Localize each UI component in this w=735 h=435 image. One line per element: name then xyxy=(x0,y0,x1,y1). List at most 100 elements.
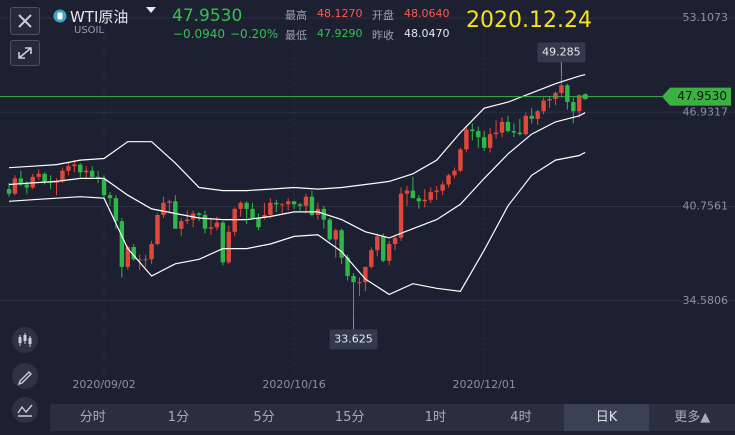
candle-body xyxy=(232,208,237,232)
last-price-label: 47.9530 xyxy=(677,89,727,103)
marker-label: 33.625 xyxy=(334,332,373,345)
y-tick-label: 34.5806 xyxy=(683,294,729,307)
candle-body xyxy=(214,222,220,228)
band-line xyxy=(8,74,586,192)
candle-body xyxy=(303,196,309,206)
candle-body xyxy=(392,237,398,244)
timeframe[interactable]: 15分 xyxy=(334,410,365,425)
band-line xyxy=(8,112,586,239)
candle-body xyxy=(119,221,125,267)
candle-body xyxy=(351,276,356,283)
timeframe[interactable]: 日K xyxy=(563,404,650,431)
candle-body xyxy=(327,219,332,240)
candle-body xyxy=(262,214,267,219)
close-button[interactable] xyxy=(10,7,40,35)
candle-body xyxy=(375,236,380,251)
candle-body xyxy=(18,178,24,185)
candle-body xyxy=(487,134,493,148)
candle-body xyxy=(440,184,445,191)
last-price-tag xyxy=(662,87,731,106)
timeframe[interactable]: 1分 xyxy=(167,410,190,425)
candle-body xyxy=(428,192,433,200)
candle-body xyxy=(6,189,12,194)
symbol-code: USOIL xyxy=(74,25,105,36)
candle-body xyxy=(36,173,41,177)
candle-body xyxy=(285,201,291,205)
expand-icon xyxy=(18,47,32,59)
marker-label: 49.285 xyxy=(542,45,581,58)
candle-body xyxy=(78,164,83,173)
stat-value: 47.9290 xyxy=(317,27,363,40)
marker-box xyxy=(537,42,586,63)
candle-body xyxy=(357,282,362,284)
dropdown-arrow[interactable] xyxy=(146,7,156,15)
candle-body xyxy=(250,208,255,219)
candle-body xyxy=(363,266,368,283)
candle-body xyxy=(517,132,523,135)
candle-body xyxy=(155,214,160,244)
candle-icon xyxy=(18,333,32,347)
candle-body xyxy=(446,175,451,185)
candle-body xyxy=(309,196,315,215)
symbol-icon xyxy=(53,9,67,23)
price: 47.9530 xyxy=(172,6,243,26)
timeframe[interactable]: 1时 xyxy=(424,410,446,425)
candle-body xyxy=(476,131,481,138)
candle-body xyxy=(280,204,285,206)
candle-body xyxy=(559,85,564,93)
y-tick-label: 46.9317 xyxy=(683,105,729,118)
candle-body xyxy=(404,190,410,194)
candle-body xyxy=(553,92,558,100)
stat-value: 48.1270 xyxy=(317,7,363,20)
candle-body xyxy=(505,121,511,132)
candle-body xyxy=(297,204,303,206)
candle-body xyxy=(66,166,71,171)
expand-button[interactable] xyxy=(10,40,40,66)
band-line xyxy=(8,151,586,296)
symbol-name[interactable]: WTI原油 xyxy=(70,8,129,26)
y-tick-label: 53.1073 xyxy=(683,11,729,24)
candle-body xyxy=(398,193,404,238)
candle-body xyxy=(42,173,47,182)
candle-body xyxy=(571,102,576,112)
stat-value: 48.0470 xyxy=(404,27,450,40)
candle-body xyxy=(113,198,119,222)
candle-body xyxy=(131,247,136,260)
candle-body xyxy=(60,170,65,182)
stat-label: 开盘 xyxy=(372,9,394,22)
candle-body xyxy=(244,202,249,209)
y-tick-label: 40.7561 xyxy=(683,200,729,213)
candle-body xyxy=(24,184,30,188)
candle-body xyxy=(137,259,142,261)
last-price-dot xyxy=(582,93,589,100)
x-tick-label: 2020/12/01 xyxy=(452,378,515,391)
candle-body xyxy=(202,214,208,229)
candle-body xyxy=(464,129,469,150)
timeframe-toolbar: 分时 1分 5分 15分 1时 4时 日K 更多▲ xyxy=(50,404,735,431)
candle-body xyxy=(339,230,344,258)
candle-body xyxy=(268,202,273,215)
stat-label: 最高 xyxy=(285,9,307,22)
indicator-icon xyxy=(17,404,33,417)
candle-body xyxy=(54,181,59,183)
candle-body xyxy=(541,100,546,112)
candle-style-button[interactable] xyxy=(12,327,38,353)
candle-body xyxy=(173,201,178,229)
candle-body xyxy=(149,243,154,260)
indicator-button[interactable] xyxy=(12,397,38,423)
candle-body xyxy=(185,219,190,222)
candle-body xyxy=(238,202,243,209)
candle-body xyxy=(499,121,505,133)
candle-body xyxy=(30,176,35,188)
timeframe[interactable]: 分时 xyxy=(79,410,106,425)
candle-body xyxy=(369,250,374,267)
draw-button[interactable] xyxy=(12,363,38,389)
more-button[interactable]: 更多▲ xyxy=(674,410,711,425)
candle-body xyxy=(179,221,184,229)
timeframe[interactable]: 5分 xyxy=(253,410,275,425)
timeframe[interactable]: 4时 xyxy=(510,410,532,425)
candle-body xyxy=(416,198,422,202)
candle-body xyxy=(333,230,338,240)
